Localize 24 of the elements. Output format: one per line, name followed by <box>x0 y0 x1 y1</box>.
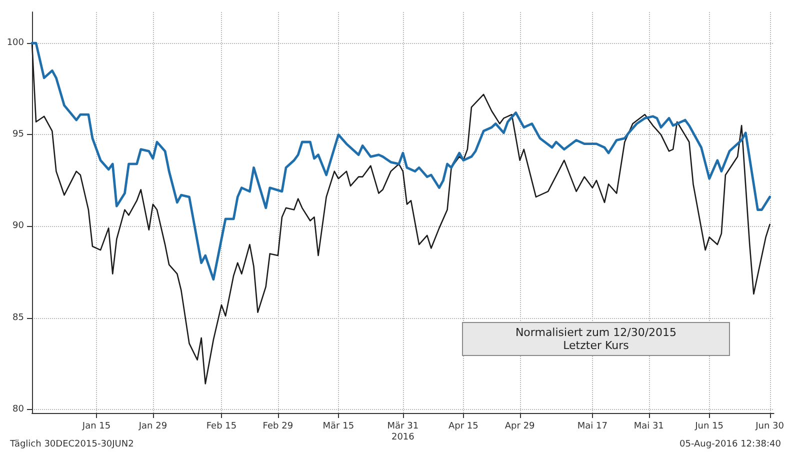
x-tick-label: Feb 15 <box>206 422 237 432</box>
x-tick-label: Jun 30 <box>754 422 784 432</box>
y-tick-label: 100 <box>6 38 24 48</box>
annotation: Letzter Kurs <box>562 339 630 352</box>
text: Täglich 30DEC2015-30JUN2 <box>9 440 134 450</box>
x-tick-label: Apr 29 <box>504 422 536 432</box>
line-series <box>30 42 772 281</box>
legend-title: Normalisiert zum 12/30/2015 <box>514 326 678 339</box>
x-tick-label: Mär 31 2016 <box>387 422 419 442</box>
x-tick-label: Apr 15 <box>448 422 478 432</box>
x-tick-label: Mai 17 <box>577 422 608 432</box>
y-tick-label: 85 <box>12 312 24 323</box>
x-tick-label: Mär 15 <box>322 422 354 432</box>
x-tick-label: Jun 15 <box>694 422 724 432</box>
line-series <box>31 42 770 384</box>
y-tick-label: 95 <box>12 130 24 140</box>
text: 05-Aug-2016 12:38:40 <box>679 440 782 450</box>
x-tick-label: Jan 15 <box>81 422 111 432</box>
x-tick-label: Mai 31 <box>634 422 664 432</box>
y-tick-label: 80 <box>12 404 24 414</box>
y-tick-label: 90 <box>12 221 24 232</box>
legend-box: Normalisiert zum 12/30/2015 Letzter Kurs <box>462 322 730 356</box>
x-tick-label: Jan 29 <box>138 422 168 432</box>
x-tick-label: Feb 29 <box>262 422 294 432</box>
